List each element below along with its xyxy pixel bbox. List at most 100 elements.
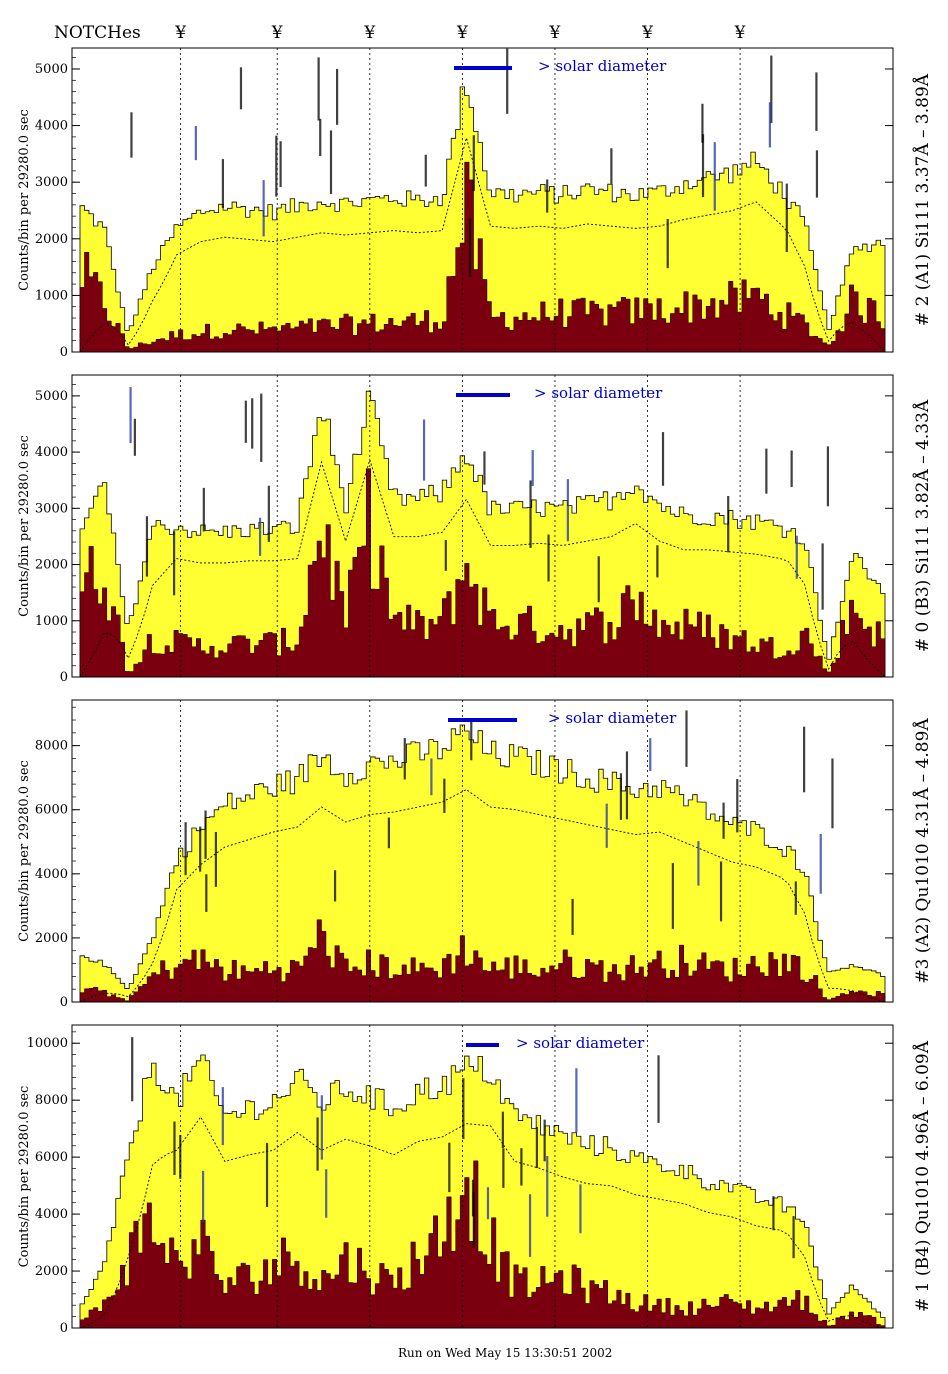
line-id-glyphs	[133, 418, 136, 456]
total-counts-histogram	[79, 86, 886, 353]
line-id-glyphs	[727, 496, 730, 553]
line-id-glyphs	[319, 118, 322, 157]
notch-marker: ¥	[174, 23, 186, 43]
line-id-glyphs	[547, 534, 550, 582]
line-id-glyphs	[719, 861, 723, 922]
line-id-mark	[221, 1087, 224, 1146]
line-id-glyphs	[201, 1170, 205, 1223]
y-axis-label: Counts/bin per 29280.0 sec	[17, 1086, 32, 1268]
line-id-mark	[661, 432, 665, 486]
line-id-mark	[649, 738, 652, 772]
line-id-glyphs	[772, 1196, 775, 1231]
line-id-glyphs	[275, 135, 278, 197]
y-tick-label: 4000	[35, 119, 68, 134]
line-id-mark	[697, 841, 700, 886]
line-id-glyphs	[172, 531, 176, 596]
line-id-mark	[815, 150, 819, 198]
line-id-glyphs	[815, 150, 819, 198]
y-tick-label: 0	[60, 670, 68, 685]
line-id-glyphs	[145, 516, 149, 577]
panel-frame	[71, 1024, 894, 1329]
line-id-glyphs	[184, 822, 187, 876]
line-id-glyphs	[502, 1148, 505, 1188]
line-id-mark	[610, 148, 613, 184]
line-id-mark	[184, 822, 187, 876]
line-id-glyphs	[685, 710, 688, 767]
line-id-glyphs	[649, 738, 652, 772]
line-id-mark	[501, 1111, 504, 1149]
line-id-glyphs	[501, 1111, 504, 1149]
line-id-mark	[279, 141, 282, 188]
line-id-mark	[325, 1169, 328, 1218]
line-id-glyphs	[713, 142, 716, 211]
y-tick-label: 2000	[35, 1264, 68, 1279]
line-id-glyphs	[546, 179, 549, 213]
line-id-mark	[795, 535, 798, 579]
line-id-glyphs	[387, 817, 390, 849]
line-id-glyphs	[325, 1169, 328, 1218]
line-id-mark	[320, 1095, 323, 1160]
footer-run-text: Run on Wed May 15 13:30:51 2002	[398, 1346, 612, 1360]
line-id-mark	[486, 1187, 490, 1220]
line-id-mark	[502, 1148, 505, 1188]
line-id-glyphs	[819, 833, 822, 894]
line-id-glyphs	[531, 450, 534, 486]
line-id-mark	[462, 1078, 465, 1140]
notch-marker: ¥	[363, 23, 375, 43]
line-id-glyphs	[794, 881, 797, 915]
line-id-mark	[546, 1156, 549, 1217]
notch-marker: ¥	[271, 23, 283, 43]
line-id-glyphs	[214, 832, 218, 887]
line-id-glyphs	[221, 159, 225, 208]
line-id-mark	[317, 57, 320, 121]
line-id-glyphs	[543, 1119, 546, 1162]
line-id-mark	[790, 450, 793, 488]
line-id-glyphs	[610, 148, 613, 184]
line-id-glyphs	[768, 102, 772, 148]
line-id-glyphs	[619, 773, 623, 820]
line-id-mark	[130, 112, 133, 158]
line-id-glyphs	[239, 67, 243, 110]
y-tick-label: 3000	[35, 501, 68, 516]
line-id-mark	[443, 778, 446, 814]
y-axis-label: Counts/bin per 29280.0 sec	[17, 435, 32, 617]
spectrum-panel: 0 1000 2000 3000 4000 5000 Counts/bin per 2928…	[17, 47, 933, 360]
line-id-glyphs	[260, 393, 263, 462]
line-id-glyphs	[317, 57, 320, 121]
y-tick-label: 10000	[27, 1036, 68, 1051]
line-id-mark	[625, 751, 629, 820]
line-id-mark	[202, 487, 205, 532]
line-id-mark	[204, 810, 207, 859]
line-id-glyphs	[320, 1095, 323, 1160]
y-tick-label: 4000	[35, 1207, 68, 1222]
line-id-glyphs	[204, 810, 207, 859]
notch-marker-row: ¥ ¥ ¥ ¥ ¥ ¥ ¥	[174, 23, 745, 43]
y-tick-label: 4000	[35, 867, 68, 882]
y-tick-label: 6000	[35, 1150, 68, 1165]
line-id-mark	[131, 1037, 134, 1102]
line-id-glyphs	[821, 543, 824, 610]
line-id-glyphs	[506, 48, 509, 114]
line-id-mark	[214, 832, 218, 887]
line-id-mark	[831, 758, 834, 829]
line-id-mark	[319, 118, 322, 157]
line-id-glyphs	[199, 826, 202, 872]
line-id-mark	[571, 898, 574, 935]
total-counts-histogram	[79, 390, 886, 678]
line-id-mark	[430, 758, 433, 796]
line-id-glyphs	[571, 898, 574, 935]
line-id-glyphs	[785, 183, 788, 253]
line-id-glyphs	[131, 1037, 134, 1102]
line-id-mark	[444, 540, 447, 571]
line-id-mark	[792, 1216, 795, 1259]
line-id-glyphs	[826, 446, 830, 507]
line-id-mark	[422, 419, 426, 481]
line-id-glyphs	[472, 1192, 475, 1248]
line-id-mark	[387, 817, 390, 849]
line-id-glyphs	[279, 141, 282, 188]
line-id-mark	[815, 72, 818, 131]
detector-label: # 2 (A1) Si111 3.37Å – 3.89Å	[912, 73, 933, 326]
line-id-glyphs	[765, 448, 768, 494]
line-id-glyphs	[244, 400, 247, 443]
